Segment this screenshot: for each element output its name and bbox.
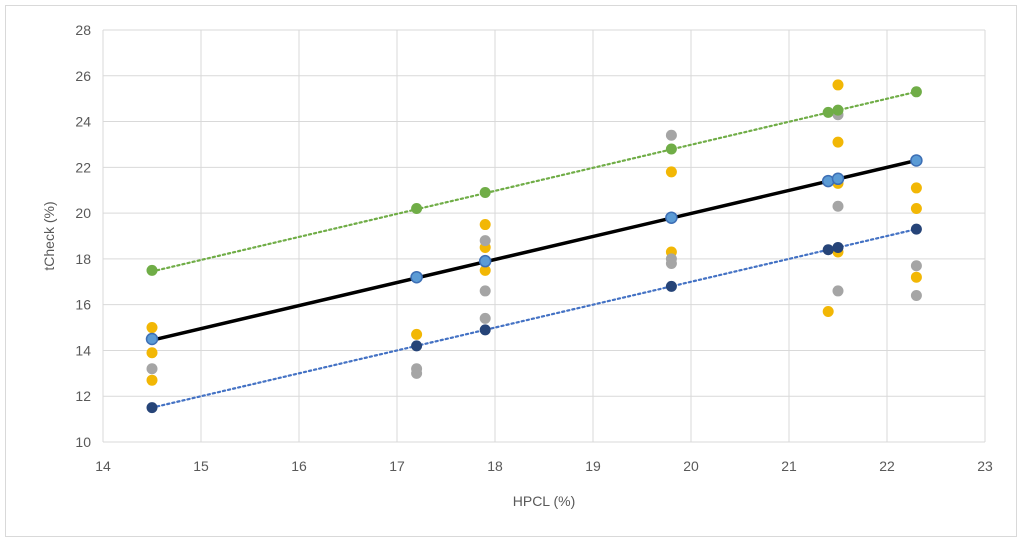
x-tick-label: 18 bbox=[487, 458, 503, 474]
series-5-point bbox=[910, 223, 922, 235]
y-tick-label: 22 bbox=[75, 159, 91, 175]
series-2-point bbox=[479, 285, 491, 297]
y-tick-label: 18 bbox=[75, 251, 91, 267]
series-1-point bbox=[910, 203, 922, 215]
y-tick-label: 24 bbox=[75, 114, 91, 130]
trendline-5 bbox=[150, 228, 918, 409]
series-3-point bbox=[822, 106, 834, 118]
series-1-point bbox=[665, 166, 677, 178]
x-axis-title: HPCL (%) bbox=[513, 493, 576, 509]
y-axis-title: tCheck (%) bbox=[41, 201, 57, 270]
series-1-point bbox=[146, 322, 158, 334]
y-tick-label: 28 bbox=[75, 22, 91, 38]
x-tick-label: 14 bbox=[95, 458, 111, 474]
series-4-point bbox=[831, 172, 845, 186]
series-2-point bbox=[479, 312, 491, 324]
series-3-point bbox=[411, 203, 423, 215]
series-3-point bbox=[146, 264, 158, 276]
series-2-point bbox=[146, 363, 158, 375]
series-5-point bbox=[479, 324, 491, 336]
trendline-3 bbox=[150, 90, 918, 273]
x-tick-label: 15 bbox=[193, 458, 209, 474]
series-1-point bbox=[832, 136, 844, 148]
series-2-point bbox=[665, 129, 677, 141]
series-5-point bbox=[411, 340, 423, 352]
series-2-point bbox=[665, 257, 677, 269]
series-2-point bbox=[910, 260, 922, 272]
series-1-point bbox=[910, 182, 922, 194]
tick-labels: 10 12 14 16 18 20 22 24 26 28 14 15 16 17 18 19 20 21 22 23 bbox=[75, 22, 993, 474]
trendline-4 bbox=[151, 158, 917, 342]
series-2-point bbox=[832, 285, 844, 297]
series-1-point bbox=[822, 306, 834, 318]
grid bbox=[102, 29, 986, 443]
x-tick-label: 21 bbox=[781, 458, 797, 474]
series-1-point bbox=[910, 271, 922, 283]
x-tick-label: 23 bbox=[977, 458, 993, 474]
data-points bbox=[145, 79, 923, 414]
x-tick-label: 16 bbox=[291, 458, 307, 474]
series-1-point bbox=[479, 219, 491, 231]
x-tick-label: 20 bbox=[683, 458, 699, 474]
series-2-point bbox=[910, 290, 922, 302]
series-2-point bbox=[479, 235, 491, 247]
series-3-point bbox=[832, 104, 844, 116]
series-2-point bbox=[832, 200, 844, 212]
series-5-point bbox=[822, 244, 834, 256]
series-3-point bbox=[665, 143, 677, 155]
y-tick-label: 26 bbox=[75, 68, 91, 84]
x-tick-label: 19 bbox=[585, 458, 601, 474]
series-4-point bbox=[665, 211, 678, 224]
series-3-point bbox=[479, 187, 491, 199]
series-1-point bbox=[146, 374, 158, 386]
series-1-point bbox=[832, 79, 844, 91]
series-1-point bbox=[479, 264, 491, 276]
trendlines bbox=[150, 90, 918, 409]
y-tick-label: 16 bbox=[75, 297, 91, 313]
series-5-point bbox=[146, 402, 158, 414]
x-tick-label: 17 bbox=[389, 458, 405, 474]
series-2-point bbox=[411, 367, 423, 379]
series-5-point bbox=[832, 241, 844, 253]
series-1-point bbox=[411, 328, 423, 340]
x-tick-label: 22 bbox=[879, 458, 895, 474]
series-4-point bbox=[910, 154, 923, 167]
series-1-point bbox=[146, 347, 158, 359]
series-5-point bbox=[665, 280, 677, 292]
chart-frame bbox=[5, 5, 1017, 537]
series-3-point bbox=[910, 86, 922, 98]
series-4-point bbox=[410, 270, 423, 284]
series-4-point bbox=[478, 254, 492, 268]
y-tick-label: 20 bbox=[75, 205, 91, 221]
y-tick-label: 14 bbox=[75, 342, 91, 358]
y-tick-label: 12 bbox=[75, 388, 91, 404]
y-tick-label: 10 bbox=[75, 434, 91, 450]
series-4-point bbox=[145, 332, 159, 346]
